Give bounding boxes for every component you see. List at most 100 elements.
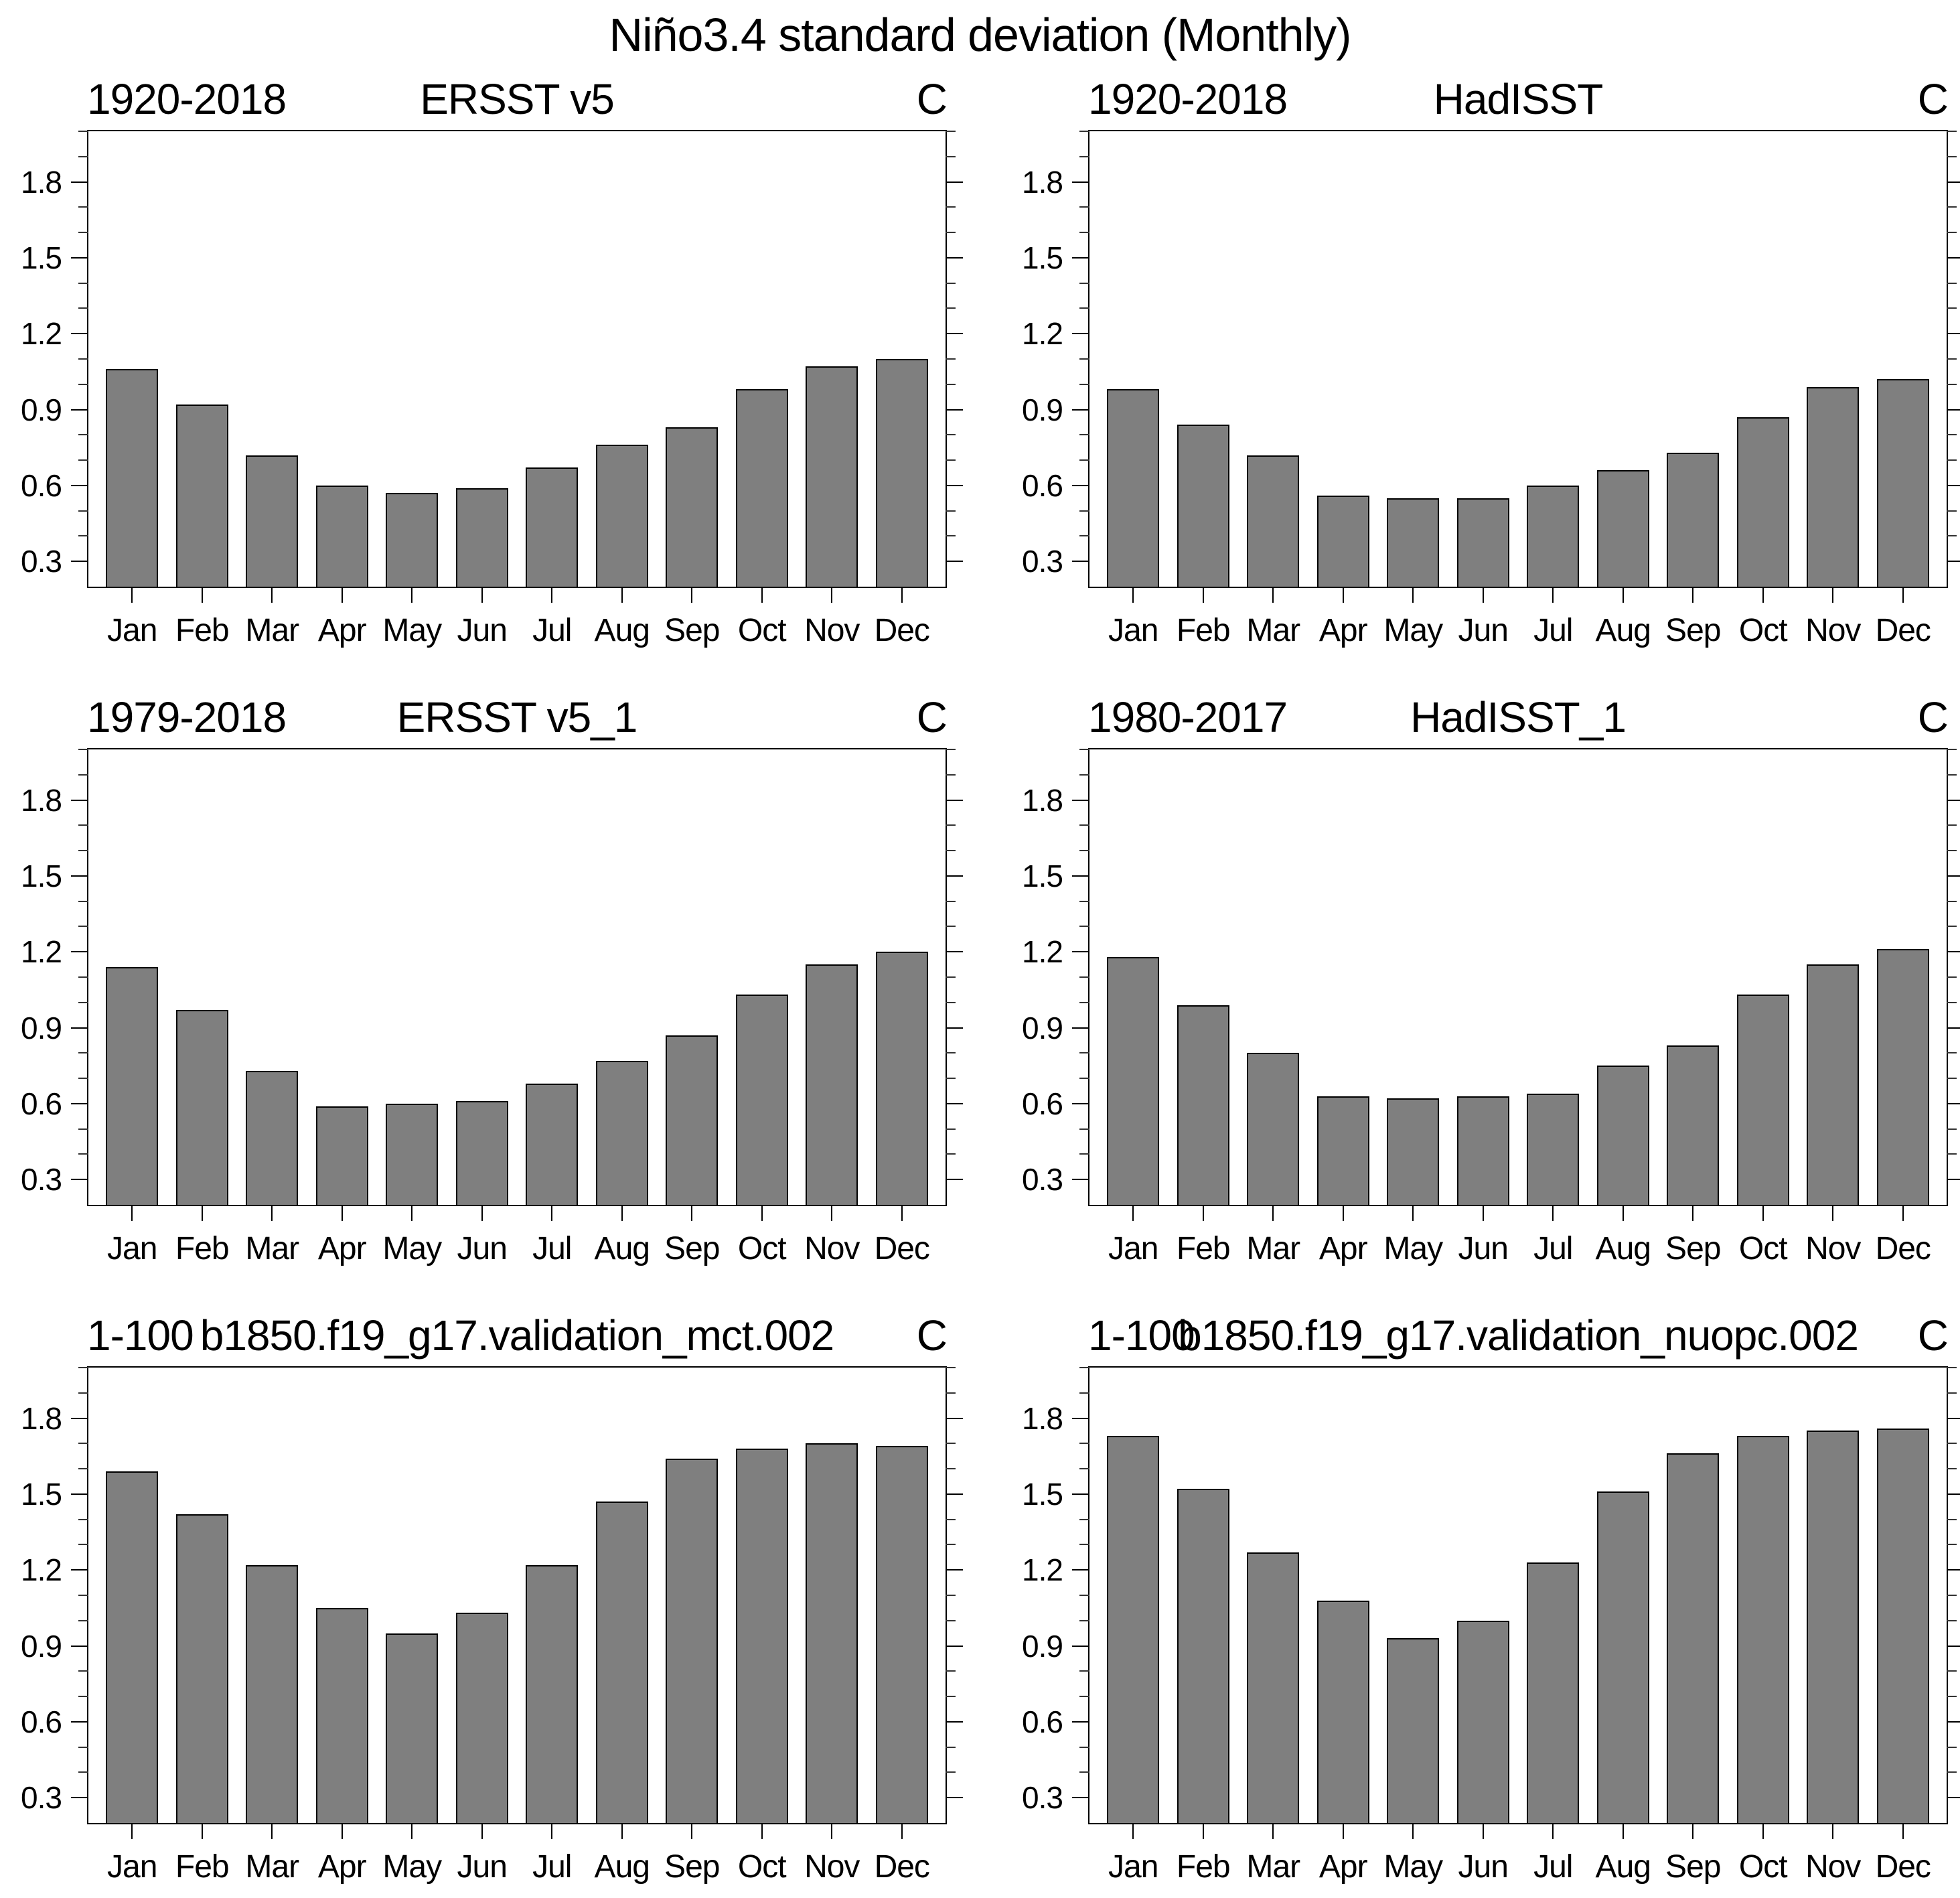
y-minor-tick xyxy=(946,358,956,360)
bar-nov xyxy=(1807,386,1860,587)
y-minor-tick xyxy=(946,1746,956,1748)
y-axis-label: 0.6 xyxy=(1022,467,1063,503)
y-minor-tick xyxy=(946,1367,956,1368)
y-minor-tick xyxy=(946,900,956,902)
y-major-tick xyxy=(946,181,963,183)
bar-sep xyxy=(666,1459,719,1823)
y-major-tick xyxy=(1072,1027,1089,1029)
y-minor-tick xyxy=(946,155,956,157)
y-minor-tick xyxy=(1947,510,1957,512)
y-minor-tick xyxy=(946,510,956,512)
bar-jul xyxy=(526,1564,579,1823)
bar-slot xyxy=(167,131,238,587)
y-minor-tick xyxy=(78,774,88,776)
y-minor-tick xyxy=(946,1595,956,1596)
month-label-jun: Jun xyxy=(457,613,508,648)
x-tick xyxy=(131,1205,133,1221)
y-minor-tick xyxy=(1947,1771,1957,1773)
x-tick xyxy=(1482,587,1484,603)
bar-slot xyxy=(797,749,867,1205)
x-tick xyxy=(131,587,133,603)
bar-slot xyxy=(1518,1368,1588,1823)
x-tick xyxy=(481,1205,483,1221)
month-label-dec: Dec xyxy=(1875,1231,1931,1266)
y-major-tick xyxy=(1072,799,1089,801)
y-axis-label: 0.9 xyxy=(1022,1628,1063,1664)
y-minor-tick xyxy=(1079,850,1089,852)
y-minor-tick xyxy=(1079,206,1089,208)
bar-oct xyxy=(1736,995,1789,1205)
y-minor-tick xyxy=(1079,976,1089,978)
x-tick xyxy=(1202,1205,1204,1221)
bar-jul xyxy=(1527,485,1580,587)
y-major-tick xyxy=(1947,1721,1960,1723)
plot-area: 0.3 0.6 0.9 1.2 1.5 1.8 Jan Feb Mar Apr May Jun Jul A… xyxy=(21,1366,963,1885)
bar-slot xyxy=(97,1368,167,1823)
bar-slot xyxy=(1448,131,1519,587)
bar-slot xyxy=(867,749,937,1205)
y-major-tick xyxy=(1947,561,1960,563)
y-axis-label: 0.3 xyxy=(1022,1162,1063,1197)
plot-area: 0.3 0.6 0.9 1.2 1.5 1.8 Jan Feb Mar Apr May Jun Jul A… xyxy=(1022,1366,1960,1885)
y-minor-tick xyxy=(946,774,956,776)
y-major-tick xyxy=(71,181,88,183)
month-label-apr: Apr xyxy=(1318,1849,1368,1885)
bar-mar xyxy=(1247,1552,1300,1823)
bar-aug xyxy=(595,1060,648,1205)
y-minor-tick xyxy=(1079,1392,1089,1394)
y-minor-tick xyxy=(1947,774,1957,776)
period-label: 1920-2018 xyxy=(1088,75,1288,123)
y-major-tick xyxy=(1947,951,1960,953)
y-minor-tick xyxy=(78,1670,88,1672)
y-major-tick xyxy=(946,1721,963,1723)
bar-jan xyxy=(106,966,159,1205)
y-minor-tick xyxy=(78,282,88,284)
bar-mar xyxy=(246,455,299,587)
bar-slot xyxy=(867,131,937,587)
period-label: 1-100 xyxy=(1088,1311,1195,1360)
month-label-dec: Dec xyxy=(874,1849,930,1885)
y-minor-tick xyxy=(946,535,956,537)
month-label-sep: Sep xyxy=(664,1231,720,1266)
dataset-title: b1850.f19_g17.validation_nuopc.002 xyxy=(1178,1311,1859,1360)
y-major-tick xyxy=(71,1797,88,1799)
y-minor-tick xyxy=(1079,1518,1089,1520)
y-axis-label: 0.6 xyxy=(21,1704,62,1739)
month-label-aug: Aug xyxy=(1595,613,1651,648)
y-minor-tick xyxy=(1079,155,1089,157)
x-tick xyxy=(1202,1823,1204,1839)
y-minor-tick xyxy=(1947,1670,1957,1672)
y-axis-label: 0.3 xyxy=(21,1780,62,1816)
y-minor-tick xyxy=(1079,459,1089,461)
month-label-nov: Nov xyxy=(1805,1231,1861,1266)
y-minor-tick xyxy=(946,383,956,385)
y-major-tick xyxy=(1947,1569,1960,1571)
bar-slot xyxy=(307,1368,378,1823)
y-minor-tick xyxy=(1947,1746,1957,1748)
bar-oct xyxy=(735,389,788,587)
bar-feb xyxy=(175,1514,228,1823)
x-tick xyxy=(1482,1205,1484,1221)
month-label-nov: Nov xyxy=(1805,613,1861,648)
x-tick xyxy=(691,587,693,603)
y-major-tick xyxy=(71,1417,88,1419)
y-minor-tick xyxy=(1079,1619,1089,1621)
y-minor-tick xyxy=(946,850,956,852)
y-minor-tick xyxy=(1947,850,1957,852)
bar-sep xyxy=(666,427,719,587)
y-minor-tick xyxy=(946,1001,956,1003)
y-minor-tick xyxy=(946,1670,956,1672)
bar-slot xyxy=(167,749,238,1205)
x-tick xyxy=(551,1823,553,1839)
month-label-feb: Feb xyxy=(1176,1231,1231,1266)
bar-feb xyxy=(1177,1005,1229,1205)
bar-slot xyxy=(1169,131,1239,587)
x-tick xyxy=(1902,587,1904,603)
month-label-nov: Nov xyxy=(804,613,860,648)
x-tick xyxy=(201,1205,203,1221)
bar-aug xyxy=(1596,470,1649,587)
y-minor-tick xyxy=(1079,1153,1089,1155)
bar-jan xyxy=(106,1471,159,1823)
x-tick xyxy=(1342,1205,1344,1221)
